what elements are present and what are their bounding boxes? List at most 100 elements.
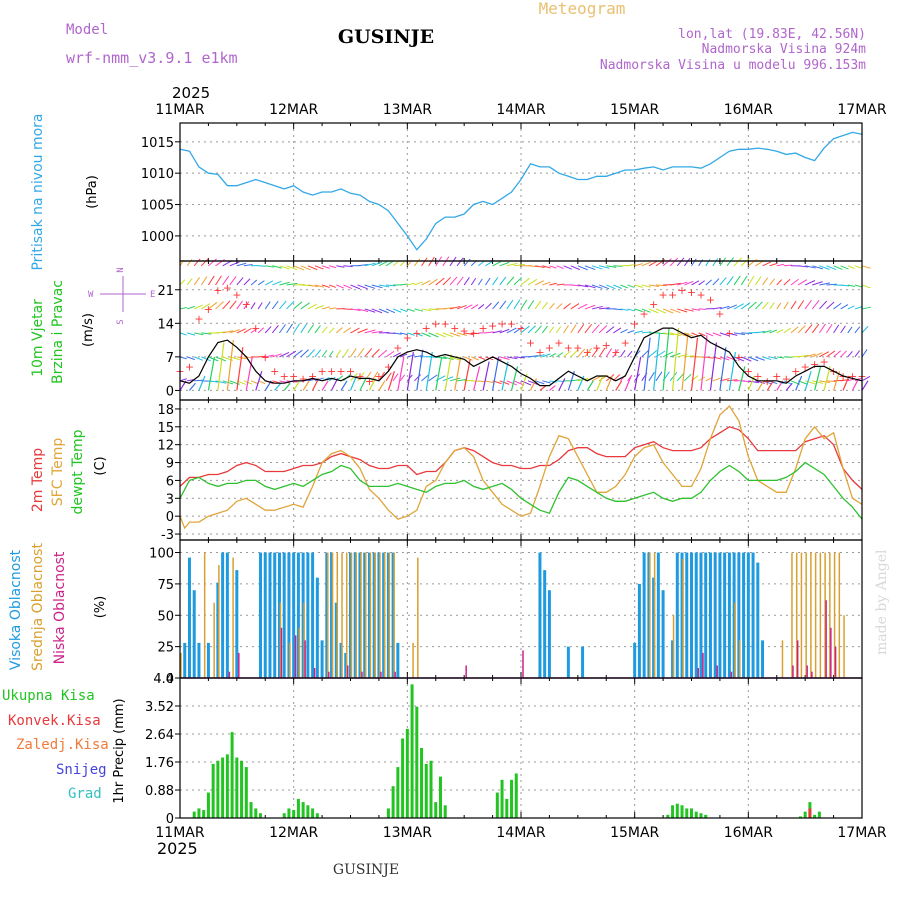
cloud-bar-high [661, 590, 665, 678]
gust-marker: + [242, 298, 251, 311]
cloud-bar-high [543, 570, 547, 678]
cloud-bar-high [277, 552, 281, 678]
panel-pressure: 1000 1005 1010 1015 [141, 122, 863, 262]
cloud-bar-high [637, 583, 641, 678]
wind-direction-arrow [613, 284, 622, 289]
wind-direction-arrow [627, 350, 633, 358]
wind-direction-arrow [400, 353, 408, 358]
gust-marker: + [810, 358, 819, 371]
wind-direction-arrow [506, 356, 518, 360]
wind-direction-arrow [492, 261, 502, 267]
wind-speed-fan-arrow [662, 328, 670, 391]
cloud-bar-high [296, 552, 300, 678]
cloud-bar-high [334, 602, 338, 678]
compass-west-label: W [88, 290, 94, 300]
wind-direction-arrow [798, 265, 809, 268]
wind-direction-arrow [477, 278, 483, 286]
cloud-bar-high [391, 552, 395, 678]
wind-direction-arrow [733, 275, 741, 286]
wind-direction-arrow [670, 332, 681, 337]
wind-direction-arrow [513, 326, 524, 334]
wind-direction-arrow [506, 299, 514, 310]
gust-marker: + [213, 284, 222, 297]
precip-bar [505, 798, 509, 818]
wind-direction-arrow [783, 301, 789, 310]
wind-direction-arrow [293, 323, 301, 334]
wind-direction-arrow [584, 323, 593, 334]
panel-frame [179, 539, 863, 679]
wind-side-label-1: 10m Vjetar [30, 299, 46, 377]
year-bottom: 2025 [157, 839, 198, 858]
wind-speed-fan-arrow [501, 361, 509, 391]
wind-direction-arrow [641, 261, 651, 267]
cloud-bar-high [320, 640, 324, 678]
wind-direction-arrow [385, 284, 396, 287]
wind-direction-arrow [250, 302, 256, 310]
wind-direction-arrow [343, 265, 353, 268]
wind-direction-arrow [385, 372, 392, 382]
top-date-label: 14MAR [496, 102, 545, 118]
wind-direction-arrow [265, 354, 274, 358]
precip-bar [287, 808, 291, 818]
wind-direction-arrow [670, 352, 681, 358]
wind-direction-arrow [840, 304, 849, 310]
wind-speed-fan-arrow [444, 354, 452, 391]
wind-direction-arrow [456, 332, 467, 336]
wind-speed-fan-arrow [567, 371, 575, 391]
wind-direction-arrow [456, 257, 464, 267]
wind-direction-arrow [854, 265, 863, 269]
wind-direction-arrow [286, 323, 294, 334]
precip-bar [401, 738, 405, 818]
precip-unit-label: 1hr Precip (mm) [112, 698, 127, 803]
wind-direction-arrow [655, 284, 667, 287]
wind-direction-arrow [442, 332, 454, 338]
wind-direction-arrow [499, 261, 510, 267]
wind-direction-arrow [620, 284, 629, 289]
cloud-bar-high [633, 642, 637, 678]
y-tick-label: 3 [166, 492, 174, 507]
wind-direction-arrow [861, 265, 871, 269]
y-tick-label: 12 [157, 439, 174, 454]
wind-direction-arrow [314, 265, 324, 270]
wind-direction-arrow [357, 284, 368, 290]
wind-speed-fan-arrow [861, 380, 869, 391]
wind-direction-arrow [215, 301, 224, 310]
wind-speed-fan-arrow [624, 375, 632, 391]
wind-direction-arrow [215, 356, 226, 362]
wind-direction-arrow [400, 332, 408, 336]
credit-label: made by Angel [874, 549, 890, 655]
wind-direction-arrow [535, 354, 545, 358]
wind-direction-arrow [641, 331, 652, 334]
wind-speed-fan-arrow [634, 356, 642, 391]
wind-direction-arrow [449, 305, 461, 310]
wind-direction-arrow [598, 284, 610, 290]
wind-direction-arrow [463, 356, 473, 361]
wind-direction-arrow [520, 299, 528, 310]
wind-direction-arrow [740, 275, 748, 286]
y-tick-label: 75 [157, 578, 174, 593]
wind-direction-arrow [193, 258, 201, 267]
wind-speed-fan-arrow [340, 380, 348, 391]
wind-direction-arrow [357, 347, 365, 358]
wind-direction-arrow [783, 278, 791, 286]
wind-direction-arrow [662, 308, 674, 314]
gust-marker: + [535, 346, 544, 359]
top-date-label: 12MAR [269, 102, 318, 118]
wind-speed-fan-arrow [795, 375, 803, 391]
cloud-bar-high [206, 642, 210, 678]
wind-direction-arrow [257, 302, 263, 310]
panel-temperature: -3 0 3 6 9 12 15 18 [157, 399, 863, 543]
gust-marker: + [848, 370, 857, 383]
gust-marker: + [734, 351, 743, 364]
wind-direction-arrow [634, 308, 643, 313]
wind-direction-arrow [499, 380, 510, 385]
wind-direction-arrow [627, 264, 635, 267]
cloud-bar-high [737, 552, 741, 678]
legend-item-snow: Snijeg [56, 762, 107, 778]
wind-direction-arrow [684, 373, 692, 382]
gust-marker: + [602, 339, 611, 352]
wind-direction-arrow [570, 265, 580, 271]
wind-direction-arrow [833, 265, 843, 270]
wind-speed-fan-arrow [596, 375, 604, 391]
wind-direction-arrow [620, 350, 626, 358]
